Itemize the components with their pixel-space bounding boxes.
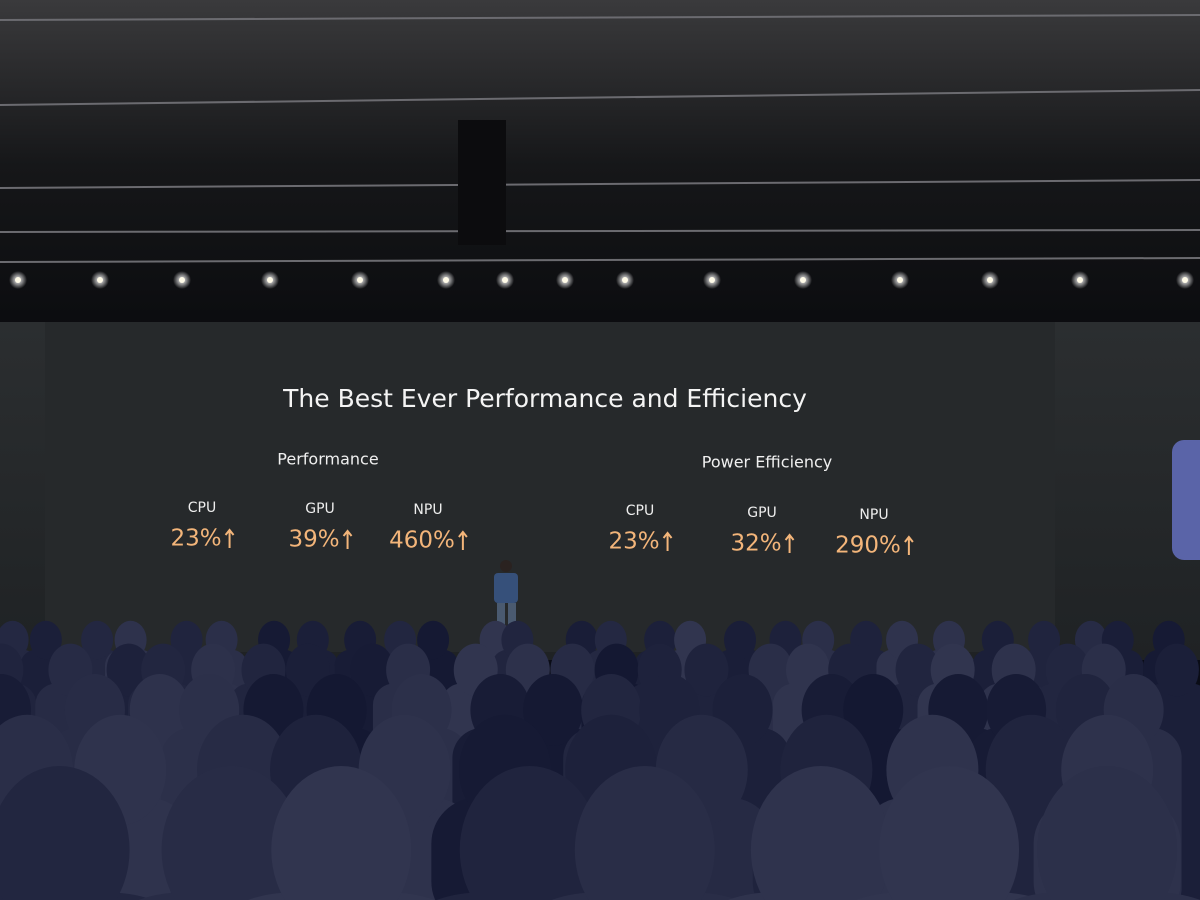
metric-label: GPU bbox=[747, 505, 777, 521]
stage-light-core bbox=[443, 277, 449, 283]
slide bbox=[45, 322, 1055, 652]
speaker bbox=[458, 120, 506, 245]
side-person bbox=[1172, 440, 1200, 560]
audience-head bbox=[417, 620, 450, 660]
audience-head bbox=[459, 766, 600, 900]
metric-label: CPU bbox=[626, 503, 654, 519]
stage-light-core bbox=[1182, 277, 1188, 283]
metric-value: 290% bbox=[835, 533, 901, 559]
audience-head bbox=[523, 674, 584, 746]
slide-title: The Best Ever Performance and Efficiency bbox=[282, 384, 807, 413]
audience-head bbox=[895, 643, 940, 697]
truss bbox=[0, 14, 1200, 263]
stage-light-core bbox=[800, 277, 806, 283]
stage-light-core bbox=[1077, 277, 1083, 283]
metric-value: 39% bbox=[288, 527, 339, 553]
stage-light-core bbox=[267, 277, 273, 283]
up-arrow bbox=[662, 531, 673, 551]
metric-value: 23% bbox=[170, 526, 221, 552]
group-heading: Power Efficiency bbox=[702, 453, 833, 472]
audience-head bbox=[574, 766, 715, 900]
audience-head bbox=[29, 620, 62, 660]
metric-label: CPU bbox=[188, 500, 216, 516]
audience-head bbox=[161, 766, 302, 900]
ceiling bbox=[0, 0, 1200, 330]
stage-light-core bbox=[622, 277, 628, 283]
audience-head bbox=[1154, 643, 1199, 697]
stage-light-core bbox=[15, 277, 21, 283]
metric-value: 32% bbox=[730, 531, 781, 557]
audience-head bbox=[684, 643, 729, 697]
up-arrow bbox=[342, 529, 353, 549]
presenter bbox=[494, 560, 518, 631]
up-arrow bbox=[458, 530, 468, 550]
metric-label: NPU bbox=[859, 507, 888, 523]
audience-head bbox=[843, 674, 904, 746]
audience-head bbox=[724, 620, 757, 660]
stage-light-core bbox=[357, 277, 363, 283]
audience-head bbox=[81, 620, 114, 660]
metric-value: 23% bbox=[608, 529, 659, 555]
metric-label: NPU bbox=[413, 502, 442, 518]
metric-label: GPU bbox=[305, 501, 335, 517]
stage-light-core bbox=[502, 277, 508, 283]
group-heading: Performance bbox=[277, 450, 378, 469]
audience-head bbox=[106, 643, 151, 697]
audience-head bbox=[350, 643, 395, 697]
audience-head bbox=[271, 766, 412, 900]
up-arrow bbox=[784, 533, 795, 553]
stage-light-core bbox=[709, 277, 715, 283]
up-arrow bbox=[224, 528, 235, 548]
stage-light-core bbox=[987, 277, 993, 283]
audience-head bbox=[879, 766, 1020, 900]
audience-head bbox=[170, 620, 203, 660]
audience-head bbox=[750, 766, 891, 900]
stage-light-core bbox=[897, 277, 903, 283]
metric-value: 460% bbox=[389, 528, 455, 554]
audience-head bbox=[0, 766, 130, 900]
audience-head bbox=[1037, 766, 1178, 900]
up-arrow bbox=[904, 535, 914, 555]
audience-head bbox=[1028, 620, 1061, 660]
stage-light-core bbox=[562, 277, 568, 283]
stage-light-core bbox=[179, 277, 185, 283]
stage-light-core bbox=[97, 277, 103, 283]
